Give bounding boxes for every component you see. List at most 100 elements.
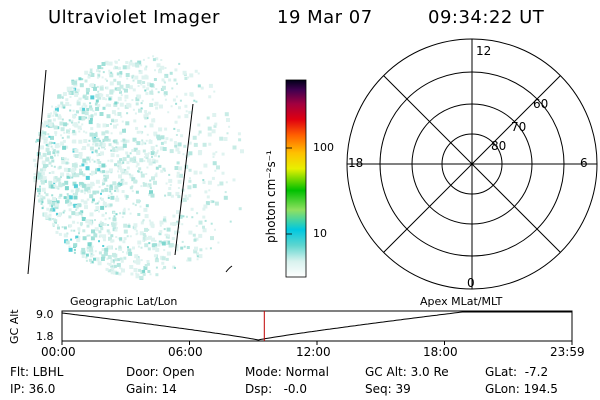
uv-speckle (134, 140, 137, 143)
uv-speckle (130, 59, 133, 62)
uv-speckle (195, 225, 198, 227)
uv-speckle (120, 162, 123, 165)
uv-speckle (53, 142, 56, 145)
uv-speckle (80, 199, 84, 203)
uv-speckle (119, 180, 122, 183)
uv-speckle (60, 127, 65, 132)
uv-speckle (121, 216, 124, 219)
uv-speckle (47, 200, 52, 205)
uv-speckle (214, 169, 217, 172)
uv-speckle (82, 182, 85, 185)
uv-speckle (118, 185, 120, 188)
uv-speckle (85, 219, 90, 224)
uv-speckle (155, 57, 159, 61)
uv-speckle (98, 153, 102, 156)
uv-speckle (54, 107, 59, 112)
uv-speckle (145, 204, 149, 208)
uv-speckle (145, 65, 148, 68)
uv-speckle (93, 257, 96, 261)
uv-speckle (157, 91, 160, 94)
uv-speckle (102, 138, 105, 141)
uv-speckle (54, 205, 59, 210)
uv-speckle (90, 223, 93, 226)
uv-speckle (42, 178, 47, 183)
uv-speckle (109, 184, 113, 188)
uv-speckle (119, 71, 123, 75)
uv-speckle (68, 174, 71, 177)
uv-speckle (107, 245, 112, 250)
uv-speckle (133, 223, 138, 228)
uv-speckle (112, 140, 115, 143)
uv-speckle (182, 153, 185, 156)
polar-grid (346, 38, 598, 290)
uv-speckle (185, 215, 188, 218)
uv-speckle (173, 127, 176, 130)
uv-speckle (94, 112, 97, 116)
colorbar-label-10: 10 (313, 227, 327, 240)
uv-speckle (53, 219, 55, 222)
uv-speckle (193, 170, 198, 175)
uv-speckle (188, 179, 192, 183)
uv-speckle (73, 229, 76, 232)
uv-speckle (48, 172, 51, 174)
uv-speckle (132, 137, 137, 142)
uv-speckle (101, 142, 106, 147)
uv-speckle (53, 182, 56, 185)
uv-speckle (100, 227, 104, 231)
uv-speckle (140, 259, 143, 262)
uv-speckle (38, 176, 41, 179)
uv-speckle (114, 258, 118, 262)
uv-speckle (131, 177, 136, 182)
uv-speckle (170, 222, 174, 226)
uv-speckle (94, 227, 99, 232)
uv-speckle (72, 114, 77, 119)
uv-speckle (149, 90, 154, 95)
uv-speckle (78, 211, 82, 215)
uv-speckle (79, 155, 83, 159)
uv-speckle (188, 194, 192, 198)
uv-speckle (155, 172, 158, 175)
uv-speckle (98, 70, 101, 73)
uv-speckle (73, 164, 76, 167)
uv-speckle (98, 75, 101, 78)
uv-speckle (72, 131, 77, 136)
uv-speckle (196, 252, 199, 256)
uv-speckle (144, 110, 148, 113)
uv-speckle (106, 79, 108, 82)
uv-speckle (91, 170, 95, 175)
uv-speckle (129, 157, 134, 162)
time-label: 09:34:22 UT (428, 7, 545, 28)
uv-speckle (103, 174, 106, 177)
uv-speckle (164, 98, 167, 101)
uv-speckle (57, 224, 59, 227)
uv-speckle (57, 187, 60, 190)
uv-speckle (163, 91, 168, 96)
orbit-x-tick-1800: 18:00 (423, 345, 458, 359)
uv-speckle (81, 105, 84, 108)
uv-speckle (95, 137, 100, 142)
uv-speckle (56, 154, 59, 157)
uv-speckle (45, 215, 50, 220)
uv-speckle (164, 75, 167, 78)
uv-speckle (173, 141, 177, 144)
uv-speckle (109, 203, 113, 207)
uv-speckle (74, 172, 76, 175)
uv-speckle (69, 91, 74, 95)
uv-speckle (76, 238, 81, 243)
uv-speckle (97, 90, 100, 93)
uv-speckle (155, 144, 158, 147)
uv-speckle (104, 165, 107, 168)
uv-speckle (214, 228, 216, 231)
uv-speckle (202, 225, 205, 229)
uv-speckle (217, 184, 220, 187)
uv-speckle (155, 273, 159, 277)
uv-speckle (165, 257, 169, 261)
uv-speckle (70, 189, 74, 193)
uv-speckle (110, 149, 113, 152)
uv-speckle (161, 261, 165, 265)
uv-speckle (43, 120, 48, 125)
uv-speckle (169, 149, 174, 154)
uv-speckle (147, 228, 150, 231)
uv-speckle (90, 107, 94, 111)
uv-speckle (166, 251, 171, 256)
